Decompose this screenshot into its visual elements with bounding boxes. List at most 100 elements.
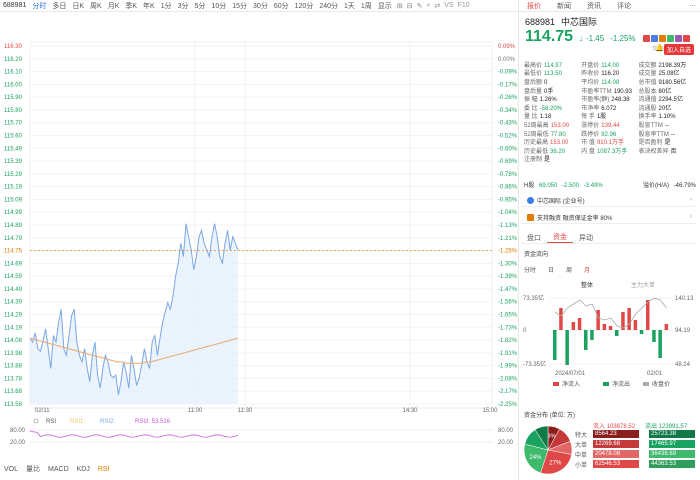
- period-tab-12[interactable]: 30分: [253, 2, 268, 10]
- period-tab-5[interactable]: 季K: [125, 2, 138, 10]
- period-tab-17[interactable]: 1周: [360, 2, 372, 10]
- flow-bar: [633, 320, 638, 330]
- margin-info-link[interactable]: 支持融资 融资保证金率 80% ›: [521, 211, 696, 224]
- indicator-tabs: VOL 量比 MACD KDJ RSI: [0, 463, 114, 475]
- price-change-pct: -1.25%: [610, 34, 636, 43]
- flow-period-tab-3[interactable]: 月: [584, 268, 591, 274]
- quote-value: 36.20: [550, 148, 566, 155]
- price-tick: 115.90: [4, 95, 23, 101]
- rsi-axis-top: 80.00: [10, 428, 26, 434]
- period-tab-1[interactable]: 多日: [52, 2, 67, 10]
- quote-row: 盘后量 0手 市盈率TTM 190.93 总股本 80亿: [524, 86, 696, 95]
- pie-slice: [534, 425, 549, 451]
- indicator-tab-4[interactable]: RSI: [97, 465, 110, 473]
- draw-icon[interactable]: ✎: [416, 2, 423, 10]
- stock-code-tab[interactable]: 688981: [3, 2, 27, 9]
- period-tab-7[interactable]: 1分: [160, 2, 172, 10]
- price-tick: 116.10: [4, 70, 23, 76]
- price-tick: 115.39: [4, 159, 23, 165]
- chevron-right-icon: ›: [690, 214, 692, 220]
- bell-icon[interactable]: 🔔: [655, 45, 664, 52]
- period-tabs: 分时 日 周 月: [524, 265, 602, 274]
- quote-value: 1股: [596, 114, 607, 121]
- distribution-row: 大单 12269.68 17465.97: [575, 439, 697, 449]
- sub-tab-0[interactable]: 盘口: [527, 234, 541, 242]
- outflow-value: 44363.53: [649, 460, 695, 468]
- company-icon: [527, 196, 534, 204]
- quote-label: 是否盈利: [638, 140, 663, 147]
- company-account-link[interactable]: 中芯国际 (企业号) ›: [521, 194, 696, 207]
- zoom-icon[interactable]: ⌕: [426, 1, 431, 9]
- vs-button[interactable]: VS: [444, 2, 454, 9]
- panel-tab-1[interactable]: 新闻: [557, 2, 571, 10]
- period-tab-14[interactable]: 120分: [294, 2, 314, 10]
- quote-row: 最低价 113.50 昨收价 116.20 成交量 25.08亿: [524, 69, 696, 77]
- quote-cell: 内 盘 1087.3万手: [581, 146, 638, 155]
- price-tick: 115.19: [4, 185, 23, 191]
- sub-tab-1[interactable]: 资金: [547, 232, 573, 243]
- indicator-tab-0[interactable]: VOL: [4, 465, 19, 473]
- flow-period-tab-0[interactable]: 分时: [524, 268, 537, 274]
- period-tab-4[interactable]: 月K: [107, 2, 120, 10]
- quote-value: 92.96: [601, 131, 617, 138]
- layout-icon[interactable]: ⊞: [396, 2, 403, 10]
- pct-tick: -1.13%: [498, 223, 518, 229]
- quote-cell: 量 比 1.18: [524, 111, 581, 120]
- sub-tab-2[interactable]: 异动: [579, 234, 593, 242]
- quote-cell: 每 手 1股: [581, 111, 638, 120]
- rsi-axis-bottom-right: 20.00: [498, 440, 514, 446]
- settings-icon[interactable]: [33, 418, 39, 424]
- distribution-row: 中单 20478.08 36438.69: [575, 449, 697, 459]
- period-tab-6[interactable]: 年K: [143, 2, 155, 10]
- pct-tick: -0.43%: [498, 121, 518, 127]
- period-tab-15[interactable]: 240分: [319, 2, 338, 10]
- badge-icons: [643, 34, 691, 44]
- flow-period-tab-2[interactable]: 周: [566, 268, 573, 274]
- pct-tick: -0.17%: [498, 82, 518, 88]
- sub-tabs: 盘口 资金 异动: [521, 232, 696, 244]
- swap-icon[interactable]: ⇄: [434, 2, 441, 10]
- period-tab-10[interactable]: 10分: [211, 2, 227, 10]
- quote-label: 总市值: [638, 79, 657, 86]
- quote-label: 股息率TTM: [638, 131, 669, 138]
- rsi-label: RSI: [46, 419, 56, 425]
- pct-tick: -1.82%: [498, 338, 518, 344]
- panel-tab-0[interactable]: 报价: [527, 2, 541, 10]
- indicator-tab-3[interactable]: KDJ: [76, 465, 90, 473]
- period-tab-13[interactable]: 60分: [273, 2, 289, 10]
- panel-tab-3[interactable]: 评论: [617, 2, 631, 10]
- intraday-chart[interactable]: 116.30 0.09% 116.20 0.00% 116.10 -0.09% 116.00…: [0, 12, 518, 463]
- quote-row: 52周最低 77.80 跌停价 92.96 股息率TTM --: [524, 129, 696, 138]
- panel-icon[interactable]: ⊟: [406, 2, 413, 10]
- outflow-total: 流出 123991.57: [645, 424, 688, 430]
- period-tab-2[interactable]: 日K: [72, 2, 85, 10]
- pct-tick: -1.25%: [498, 249, 518, 255]
- chevron-right-icon: ›: [690, 197, 692, 203]
- period-tab-0[interactable]: 分时: [32, 2, 47, 10]
- quote-label: 52周最低: [524, 131, 549, 138]
- rsi-axis-top-right: 80.00: [498, 428, 514, 434]
- period-tab-3[interactable]: 周K: [90, 2, 102, 10]
- quote-cell: 换手率 1.10%: [639, 111, 696, 120]
- add-watchlist-button[interactable]: 加入自选: [663, 44, 694, 55]
- quote-value: 910.1万手: [596, 140, 624, 147]
- period-tab-8[interactable]: 3分: [177, 2, 189, 10]
- indicator-tab-1[interactable]: 量比: [26, 466, 41, 473]
- quote-value: 是: [544, 157, 551, 164]
- quote-row: 历史最高 153.00 市 值 910.1万手 是否盈利是: [524, 137, 696, 146]
- quote-cell: 市净率 6.072: [581, 103, 638, 112]
- period-tab-16[interactable]: 1天: [344, 2, 355, 10]
- display-toggle[interactable]: 显示: [377, 2, 392, 10]
- flow-period-tab-1[interactable]: 日: [548, 268, 555, 274]
- quote-row: 振 幅 1.26% 市盈率(静) 248.38 流通值 2294.5亿: [524, 94, 696, 103]
- indicator-tab-2[interactable]: MACD: [48, 465, 69, 473]
- panel-tabs: 报价 新闻 资讯 评论 ⋯: [519, 0, 700, 12]
- flow-bar: [584, 330, 588, 350]
- quote-value: 114.00: [601, 62, 620, 69]
- panel-tab-2[interactable]: 资讯: [587, 2, 601, 10]
- period-tab-9[interactable]: 5分: [194, 2, 206, 10]
- period-tab-11[interactable]: 15分: [232, 2, 248, 10]
- average-line: [29, 337, 239, 364]
- more-icon[interactable]: ⋯: [689, 2, 696, 10]
- f10-button[interactable]: F10: [457, 2, 470, 9]
